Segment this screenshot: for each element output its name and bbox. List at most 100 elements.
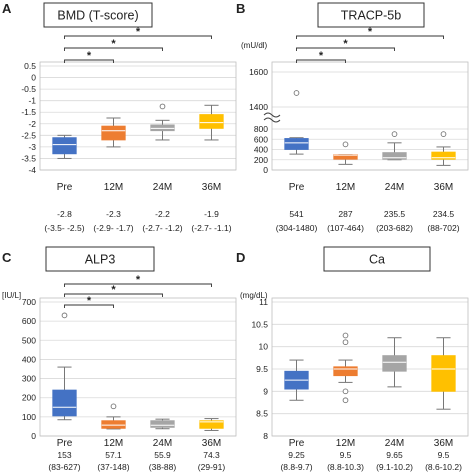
box-body [150, 420, 175, 428]
median-value-label: -1.9 [204, 209, 219, 219]
bracket-line [64, 304, 114, 308]
title-box [43, 2, 153, 28]
panel-letter: C [2, 250, 12, 265]
panel-letter: A [2, 1, 12, 16]
bracket-line [64, 283, 212, 287]
y-tick-label: 10.5 [251, 319, 268, 329]
box-12m [101, 403, 126, 430]
x-category-label: 36M [202, 438, 221, 449]
significance-bracket: * [64, 274, 212, 287]
x-category-label: 12M [104, 438, 123, 449]
y-tick-label: 0 [263, 165, 268, 175]
box-24m [382, 337, 407, 388]
significance-star: * [87, 295, 92, 307]
y-axis-unit: (mg/dL) [240, 291, 268, 300]
x-category-label: 36M [434, 182, 453, 193]
y-tick-label: -0.5 [21, 84, 36, 94]
chart-title: Ca [369, 253, 385, 267]
y-axis-unit: [IU/L] [2, 291, 21, 300]
x-category-label: 12M [336, 182, 355, 193]
box-body [333, 154, 358, 160]
outlier-point [440, 131, 447, 137]
panel-letter: B [236, 1, 245, 16]
axis-break-mark [263, 112, 281, 118]
range-value-label: (38-88) [149, 462, 177, 472]
outlier-point [342, 397, 349, 404]
bracket-line [296, 47, 395, 51]
title-box [45, 246, 155, 272]
median-value-label: 55.9 [154, 450, 171, 460]
median-value-label: 9.65 [386, 450, 403, 460]
box-body [199, 420, 224, 429]
median-value-label: 235.5 [384, 209, 406, 219]
significance-bracket: * [64, 295, 114, 308]
box-36m [199, 418, 224, 431]
box-36m [431, 337, 456, 410]
y-tick-label: 8.5 [256, 409, 268, 419]
median-value-label: 9.5 [340, 450, 352, 460]
chart-title: TRACP-5b [341, 9, 401, 23]
bracket-line [64, 59, 114, 63]
box-body [382, 355, 407, 372]
range-value-label: (83-627) [48, 462, 80, 472]
median-value-label: 153 [57, 450, 71, 460]
bracket-line [296, 59, 346, 63]
y-tick-label: 8 [263, 431, 268, 441]
y-tick-label: 400 [22, 354, 36, 364]
box-body [150, 124, 175, 132]
box-body [199, 114, 224, 129]
box-pre [284, 359, 309, 401]
significance-bracket: * [64, 50, 114, 63]
y-tick-label: 800 [254, 124, 268, 134]
y-tick-label: 100 [22, 412, 36, 422]
box-body [284, 138, 309, 150]
range-value-label: (29-91) [198, 462, 226, 472]
chart-title: ALP3 [85, 253, 116, 267]
y-axis-unit: (mU/dl) [241, 41, 268, 50]
median-value-label: -2.8 [57, 209, 72, 219]
range-value-label: (8.8-9.7) [280, 462, 312, 472]
box-pre [52, 312, 77, 421]
x-category-label: Pre [57, 182, 73, 193]
y-tick-label: 200 [254, 155, 268, 165]
y-tick-label: 0.5 [24, 61, 36, 71]
outlier-point [342, 388, 349, 395]
significance-star: * [368, 26, 373, 38]
significance-bracket: * [64, 26, 212, 39]
range-value-label: (9.1-10.2) [376, 462, 413, 472]
outlier-point [391, 131, 398, 137]
range-value-label: (203-682) [376, 223, 413, 233]
y-tick-label: 0 [31, 431, 36, 441]
bracket-line [64, 293, 163, 297]
outlier-point [342, 332, 349, 339]
box-body [382, 152, 407, 160]
box-body [431, 151, 456, 160]
range-value-label: (-2.7- -1.1) [191, 223, 231, 233]
range-value-label: (-2.9- -1.7) [93, 223, 133, 233]
y-tick-label: -4 [28, 165, 36, 175]
x-category-label: 24M [153, 182, 172, 193]
y-tick-label: 700 [22, 297, 36, 307]
y-tick-label: -3.5 [21, 153, 36, 163]
panel-a: A BMD (T-score) 0.5 0-0.5 -1-1.5 -2-2.5 -3-3.5… [2, 1, 237, 233]
range-value-label: (-3.5- -2.5) [44, 223, 84, 233]
y-tick-label: -1.5 [21, 107, 36, 117]
median-value-label: 57.1 [105, 450, 122, 460]
box-12m [333, 332, 358, 404]
y-tick-label: 500 [22, 335, 36, 345]
box-36m [431, 131, 456, 166]
significance-star: * [136, 26, 141, 38]
x-category-label: 24M [385, 182, 404, 193]
outlier-point [342, 141, 349, 148]
box-body [431, 355, 456, 392]
y-tick-label: 1400 [249, 102, 268, 112]
range-value-label: (-2.7- -1.2) [142, 223, 182, 233]
x-category-label: Pre [289, 182, 305, 193]
y-tick-label: 400 [254, 145, 268, 155]
y-tick-label: 600 [22, 316, 36, 326]
range-value-label: (88-702) [427, 223, 459, 233]
significance-bracket: * [64, 284, 163, 297]
median-value-label: 234.5 [433, 209, 455, 219]
